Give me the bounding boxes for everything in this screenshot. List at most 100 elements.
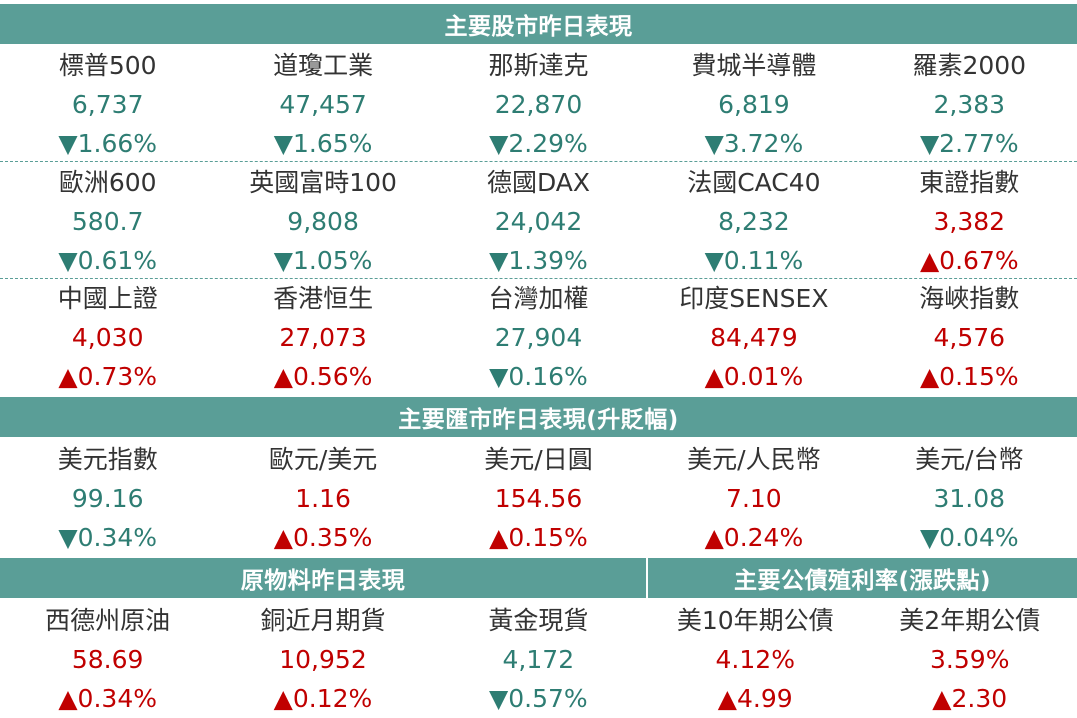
quote-value: 4.12%	[715, 645, 795, 674]
commodities-section-title: 原物料昨日表現	[240, 568, 406, 594]
quote-value: 10,952	[279, 645, 367, 674]
quote-value: 4,172	[502, 645, 575, 674]
quote-cell: 道瓊工業 47,457 ▼1.65%	[215, 47, 430, 163]
quote-value: 8,232	[718, 207, 790, 236]
fx-row: 美元指數 99.16 ▼0.34% 歐元/美元 1.16 ▲0.35% 美元/日…	[0, 441, 1077, 557]
quote-change: ▲4.99	[717, 684, 793, 713]
quote-change: ▲0.15%	[919, 362, 1019, 391]
quote-value: 27,904	[494, 323, 583, 352]
quote-cell: 黃金現貨 4,172 ▼0.57%	[431, 602, 646, 718]
quote-cell: 台灣加權 27,904 ▼0.16%	[431, 280, 646, 396]
row-divider	[0, 161, 1077, 162]
quote-value: 84,479	[710, 323, 798, 352]
quote-name: 歐洲600	[58, 168, 157, 197]
quote-value: 7.10	[726, 484, 782, 513]
quote-name: 銅近月期貨	[260, 606, 386, 635]
quote-value: 6,737	[71, 90, 144, 119]
quote-change: ▼3.72%	[704, 129, 804, 158]
quote-cell: 美元/日圓 154.56 ▲0.15%	[431, 441, 646, 557]
quote-name: 美元/人民幣	[687, 445, 821, 474]
quote-cell: 香港恒生 27,073 ▲0.56%	[215, 280, 430, 396]
quote-value: 24,042	[494, 207, 583, 236]
stocks-row-3: 中國上證 4,030 ▲0.73% 香港恒生 27,073 ▲0.56% 台灣加…	[0, 280, 1077, 396]
quote-name: 美元/日圓	[484, 445, 593, 474]
quote-change: ▲0.01%	[704, 362, 804, 391]
quote-value: 47,457	[279, 90, 367, 119]
quote-change: ▼1.66%	[58, 129, 158, 158]
quote-name: 英國富時100	[249, 168, 397, 197]
quote-name: 海峽指數	[919, 284, 1020, 313]
quote-value: 31.08	[933, 484, 1006, 513]
quote-name: 羅素2000	[912, 51, 1027, 80]
quote-value: 4,030	[71, 323, 144, 352]
quote-name: 美10年期公債	[676, 606, 834, 635]
quote-cell: 美2年期公債 3.59% ▲2.30	[863, 602, 1077, 718]
quote-value: 3,382	[933, 207, 1006, 236]
quote-value: 154.56	[494, 484, 583, 513]
quote-change: ▲0.24%	[704, 523, 804, 552]
quote-cell: 費城半導體 6,819 ▼3.72%	[646, 47, 861, 163]
quote-name: 黃金現貨	[488, 606, 589, 635]
quote-change: ▲0.67%	[919, 246, 1019, 275]
quote-cell: 標普500 6,737 ▼1.66%	[0, 47, 215, 163]
quote-cell: 美元/台幣 31.08 ▼0.04%	[862, 441, 1077, 557]
quote-value: 6,819	[718, 90, 790, 119]
quote-change: ▲0.12%	[273, 684, 373, 713]
quote-value: 4,576	[933, 323, 1006, 352]
quote-name: 中國上證	[57, 284, 158, 313]
quote-change: ▼0.11%	[704, 246, 804, 275]
quote-name: 東證指數	[919, 168, 1020, 197]
quote-cell: 美元/人民幣 7.10 ▲0.24%	[646, 441, 861, 557]
quote-cell: 印度SENSEX 84,479 ▲0.01%	[646, 280, 861, 396]
quote-change: ▼1.39%	[489, 246, 588, 275]
quote-value: 2,383	[933, 90, 1006, 119]
quote-value: 9,808	[287, 207, 359, 236]
quote-cell: 東證指數 3,382 ▲0.67%	[862, 164, 1077, 280]
quote-cell: 銅近月期貨 10,952 ▲0.12%	[215, 602, 430, 718]
quote-name: 香港恒生	[273, 284, 374, 313]
quote-change: ▼2.29%	[489, 129, 588, 158]
quote-change: ▼1.65%	[273, 129, 373, 158]
quote-cell: 法國CAC40 8,232 ▼0.11%	[646, 164, 861, 280]
quote-name: 費城半導體	[691, 51, 817, 80]
quote-value: 99.16	[71, 484, 144, 513]
quote-cell: 美元指數 99.16 ▼0.34%	[0, 441, 215, 557]
quote-value: 3.59%	[930, 645, 1010, 674]
stocks-row-1: 標普500 6,737 ▼1.66% 道瓊工業 47,457 ▼1.65% 那斯…	[0, 47, 1077, 163]
fx-section-title: 主要匯市昨日表現(升貶幅)	[398, 407, 679, 433]
quote-change: ▼0.04%	[919, 523, 1019, 552]
stocks-section-header: 主要股市昨日表現	[0, 4, 1077, 44]
quote-cell: 海峽指數 4,576 ▲0.15%	[862, 280, 1077, 396]
quote-change: ▼1.05%	[273, 246, 373, 275]
quote-name: 印度SENSEX	[679, 284, 829, 313]
quote-change: ▲0.34%	[58, 684, 157, 713]
quote-name: 道瓊工業	[273, 51, 374, 80]
quote-cell: 西德州原油 58.69 ▲0.34%	[0, 602, 215, 718]
bonds-section-title: 主要公債殖利率(漲跌點)	[733, 568, 992, 594]
quote-change: ▲0.56%	[273, 362, 373, 391]
quote-cell: 英國富時100 9,808 ▼1.05%	[215, 164, 430, 280]
commodities-row: 西德州原油 58.69 ▲0.34% 銅近月期貨 10,952 ▲0.12% 黃…	[0, 602, 646, 718]
quote-value: 58.69	[71, 645, 144, 674]
quote-name: 歐元/美元	[268, 445, 378, 474]
quote-value: 1.16	[295, 484, 351, 513]
quote-name: 美元/台幣	[915, 445, 1024, 474]
stocks-row-2: 歐洲600 580.7 ▼0.61% 英國富時100 9,808 ▼1.05% …	[0, 164, 1077, 280]
quote-name: 美元指數	[57, 445, 158, 474]
quote-cell: 歐洲600 580.7 ▼0.61%	[0, 164, 215, 280]
quote-change: ▲0.15%	[489, 523, 588, 552]
quote-change: ▲2.30	[932, 684, 1008, 713]
banner-divider	[646, 558, 648, 598]
quote-change: ▼0.57%	[488, 684, 588, 713]
stocks-section-title: 主要股市昨日表現	[444, 14, 633, 40]
quote-cell: 美10年期公債 4.12% ▲4.99	[648, 602, 863, 718]
quote-value: 580.7	[71, 207, 144, 236]
commodities-section-header: 原物料昨日表現	[0, 558, 646, 598]
quote-value: 22,870	[494, 90, 583, 119]
quote-name: 那斯達克	[488, 51, 589, 80]
quote-name: 西德州原油	[45, 606, 171, 635]
quote-name: 標普500	[58, 51, 157, 80]
quote-name: 美2年期公債	[899, 606, 1041, 635]
quote-change: ▼0.16%	[489, 362, 588, 391]
